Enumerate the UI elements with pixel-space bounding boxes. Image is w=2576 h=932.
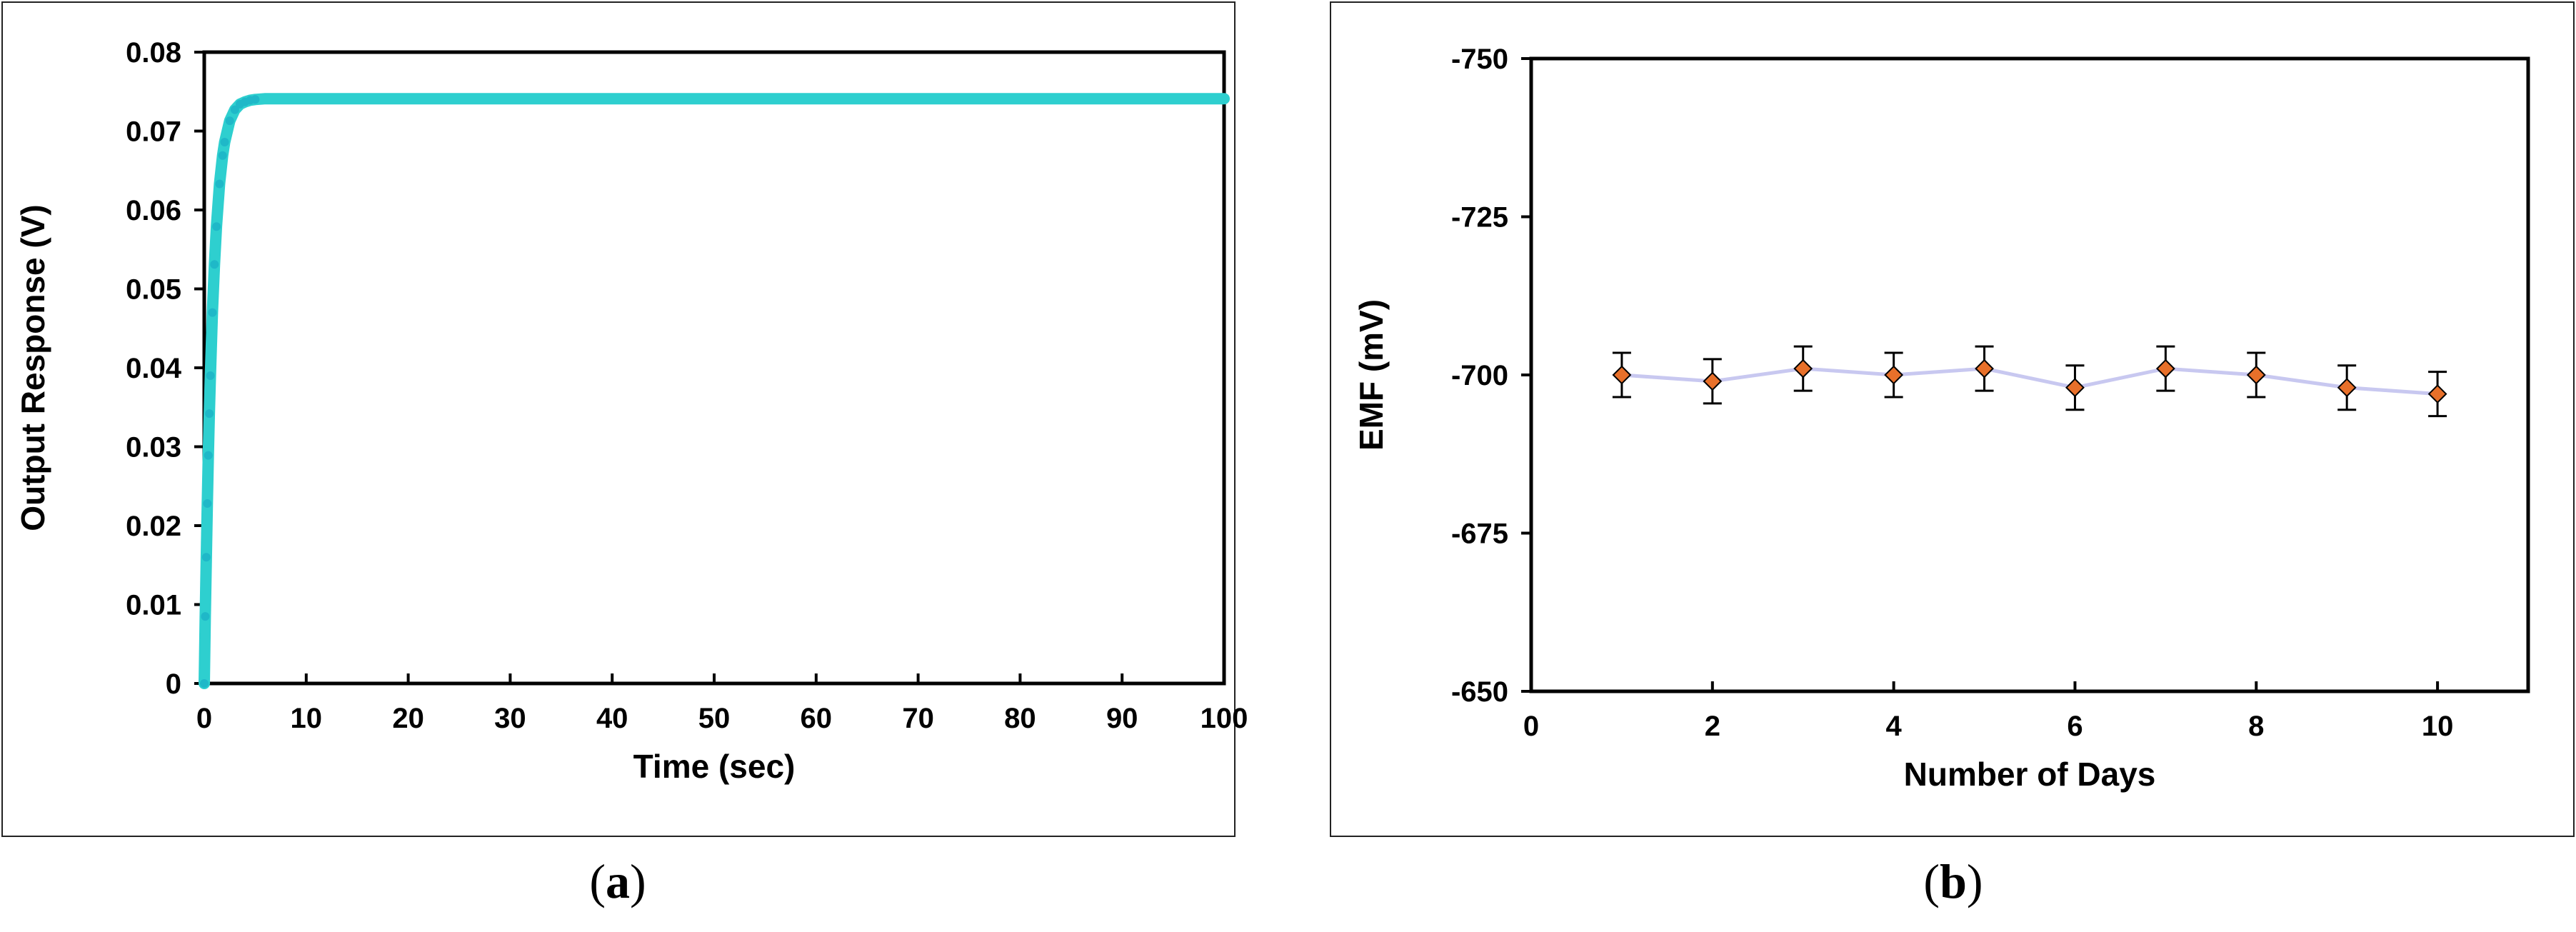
chart-b-data-point <box>2155 359 2175 379</box>
chart-b-data-point <box>1612 365 1632 385</box>
chart-a-x-tick-label: 80 <box>1004 703 1036 734</box>
chart-a-data-point <box>200 679 209 688</box>
chart-a-data-point <box>225 116 234 126</box>
chart-a-data-point <box>215 179 224 189</box>
chart-a-y-axis-label: Output Response (V) <box>14 204 51 531</box>
chart-b-y-axis-label: EMF (mV) <box>1353 299 1390 451</box>
chart-b-y-tick-label: -725 <box>1451 202 1508 234</box>
chart-a-y-tick-label: 0.02 <box>126 511 181 542</box>
chart-a-x-tick-label: 70 <box>902 703 934 734</box>
chart-b-x-axis-label: Number of Days <box>1904 756 2156 793</box>
chart-a-x-tick-label: 100 <box>1201 703 1248 734</box>
chart-b-plot-frame <box>1529 56 2530 693</box>
chart-a-data-point <box>230 105 239 114</box>
chart-a-y-tick-label: 0.08 <box>126 37 181 69</box>
chart-a-x-tick-label: 10 <box>291 703 323 734</box>
chart-b-data-point <box>1703 371 1723 391</box>
chart-a-y-tick-label: 0 <box>166 668 181 700</box>
chart-a-x-tick-label: 50 <box>698 703 731 734</box>
chart-b-y-tick-label: -650 <box>1451 676 1508 708</box>
chart-a-series-0-line <box>199 93 1230 689</box>
chart-a-x-tick-label: 30 <box>494 703 526 734</box>
chart-b-data-point <box>1793 359 1813 379</box>
chart-b-data-point <box>2065 378 2085 398</box>
chart-b-data-point <box>1884 365 1904 385</box>
chart-a-data-point <box>218 151 227 160</box>
chart-a-data-point <box>251 95 260 104</box>
chart-a-svg: 0 10 20 30 40 50 60 70 80 90 100 0 0.01 0.02 0.03 0.04 0… <box>14 37 1248 785</box>
chart-a-x-axis-label: Time (sec) <box>633 748 796 785</box>
chart-a-data-point <box>201 612 210 621</box>
caption-a: (a) <box>589 854 646 908</box>
chart-a-data-point <box>208 308 217 317</box>
chart-b-data-point <box>2427 384 2447 404</box>
chart-a-data-point <box>206 371 215 381</box>
chart-a-y-tick-label: 0.06 <box>126 195 181 226</box>
chart-a-data-point <box>210 260 219 269</box>
chart-b-x-tick-label: 10 <box>2422 711 2454 742</box>
chart-b-x-tick-label: 6 <box>2067 711 2083 742</box>
chart-a-y-tick-label: 0.04 <box>126 353 182 384</box>
chart-a-data-point <box>201 553 211 562</box>
chart-panel-a: 0 10 20 30 40 50 60 70 80 90 100 0 0.01 0.02 0.03 0.04 0… <box>1 1 1248 837</box>
caption-b: (b) <box>1923 854 1983 908</box>
chart-a-plot-frame <box>202 50 1226 686</box>
chart-a-data-point <box>204 451 213 460</box>
chart-a-data-point <box>203 499 212 508</box>
chart-b-y-tick-label: -700 <box>1451 360 1508 391</box>
chart-a-data-point <box>205 409 214 419</box>
chart-a-data-point <box>220 137 229 146</box>
chart-b-x-tick-label: 8 <box>2248 711 2264 742</box>
chart-a-x-tick-label: 20 <box>392 703 424 734</box>
chart-a-y-tick-label: 0.03 <box>126 432 181 464</box>
chart-panel-b: 0 2 4 6 8 10 -650 -675 -700 -725 -750 Number of Day… <box>1330 1 2575 837</box>
chart-b-y-tick-label: -750 <box>1451 44 1508 75</box>
chart-a-y-tick-label: 0.05 <box>126 274 181 306</box>
chart-b-x-tick-label: 2 <box>1705 711 1720 742</box>
chart-a-data-point <box>212 222 221 231</box>
chart-a-x-tick-label: 0 <box>196 703 212 734</box>
chart-a-x-tick-label: 60 <box>801 703 833 734</box>
chart-a-y-tick-label: 0.07 <box>126 116 181 148</box>
chart-b-x-tick-label: 0 <box>1523 711 1539 742</box>
chart-a-x-tick-label: 40 <box>596 703 628 734</box>
chart-b-y-tick-label: -675 <box>1451 518 1508 550</box>
chart-b-data-point <box>1975 359 1994 379</box>
chart-b-x-tick-label: 4 <box>1886 711 1903 742</box>
chart-b-data-point <box>2337 378 2357 398</box>
chart-b-series-0-line <box>1621 366 2438 396</box>
chart-b-svg: 0 2 4 6 8 10 -650 -675 -700 -725 -750 Number of Day… <box>1353 44 2530 793</box>
chart-b-data-point <box>2246 365 2266 385</box>
chart-a-x-tick-label: 90 <box>1106 703 1138 734</box>
chart-a-y-tick-label: 0.01 <box>126 590 181 621</box>
